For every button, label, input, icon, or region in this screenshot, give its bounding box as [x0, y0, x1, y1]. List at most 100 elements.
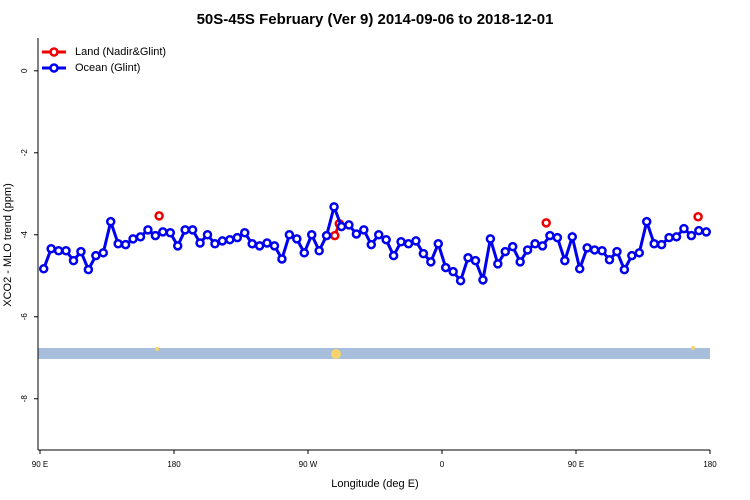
data-point — [582, 243, 592, 253]
data-point — [217, 236, 228, 246]
legend-marker — [49, 63, 59, 73]
data-point — [225, 234, 235, 245]
data-point — [210, 239, 220, 249]
data-point — [330, 230, 340, 241]
data-point — [530, 239, 540, 249]
data-point — [277, 254, 287, 264]
data-point — [284, 230, 295, 240]
data-point — [128, 234, 138, 244]
data-point — [627, 250, 637, 261]
data-point — [574, 264, 585, 274]
data-point — [91, 250, 101, 261]
data-point — [470, 255, 481, 266]
data-point — [336, 221, 347, 232]
data-point — [500, 246, 511, 257]
data-point — [686, 230, 697, 241]
data-point — [388, 250, 399, 261]
data-point — [641, 216, 652, 227]
data-point — [440, 262, 451, 273]
chart-title: 50S-45S February (Ver 9) 2014-09-06 to 2… — [197, 11, 554, 28]
data-point — [344, 220, 354, 230]
data-point — [299, 248, 310, 258]
data-point — [143, 225, 153, 235]
data-point — [671, 232, 682, 242]
x-tick-label: 180 — [703, 460, 717, 469]
data-point — [507, 241, 518, 252]
data-point — [76, 246, 86, 257]
data-point — [373, 230, 384, 240]
x-tick-label: 180 — [167, 460, 181, 469]
data-point — [158, 227, 168, 237]
data-point — [537, 241, 548, 251]
data-point — [359, 225, 369, 235]
legend-label: Ocean (Glint) — [75, 62, 140, 74]
data-point — [53, 246, 64, 256]
y-tick-label: -8 — [20, 395, 29, 403]
data-point — [560, 255, 570, 266]
data-point — [694, 225, 704, 236]
data-point — [567, 232, 578, 242]
data-point — [135, 232, 146, 242]
data-point — [351, 229, 362, 239]
data-point — [455, 275, 466, 286]
data-point — [426, 257, 436, 267]
data-point — [597, 246, 607, 256]
data-point — [180, 225, 190, 235]
data-point — [314, 246, 324, 256]
y-tick-label: -4 — [20, 231, 29, 239]
data-point — [321, 230, 332, 241]
data-point — [541, 218, 551, 228]
data-point — [68, 255, 79, 266]
data-point — [448, 266, 458, 277]
data-point — [83, 264, 94, 275]
x-tick-label: 0 — [440, 460, 445, 469]
data-point — [105, 216, 116, 227]
x-tick-label: 90 E — [568, 460, 584, 469]
data-point — [172, 241, 183, 251]
data-point — [589, 245, 600, 255]
data-point — [202, 230, 213, 240]
data-point — [46, 243, 56, 254]
data-point — [262, 238, 272, 248]
data-point — [38, 264, 49, 274]
x-tick-label: 90 W — [299, 460, 318, 469]
data-point — [98, 248, 109, 258]
y-tick-label: -6 — [20, 313, 29, 321]
x-axis-label: Longitude (deg E) — [331, 478, 418, 490]
data-point — [552, 232, 563, 243]
marker-dot — [155, 347, 159, 351]
data-point — [612, 246, 622, 257]
data-point — [366, 239, 377, 250]
legend-label: Land (Nadir&Glint) — [75, 46, 166, 58]
data-point — [545, 230, 555, 241]
data-point — [165, 227, 176, 238]
data-point — [154, 211, 164, 221]
data-point — [522, 245, 533, 255]
y-tick-label: -2 — [20, 149, 29, 157]
data-point — [232, 232, 243, 243]
data-point — [239, 227, 250, 238]
data-point — [403, 239, 414, 249]
data-point — [604, 255, 615, 265]
coverage-band — [38, 348, 710, 359]
data-point — [254, 241, 265, 251]
data-point — [664, 232, 674, 243]
x-tick-label: 90 E — [32, 460, 48, 469]
data-point — [701, 227, 712, 237]
legend-marker — [49, 47, 59, 57]
data-point — [113, 239, 123, 249]
data-point — [515, 257, 525, 267]
data-point — [306, 230, 317, 240]
data-point — [120, 239, 131, 250]
y-axis-label: XCO2 - MLO trend (ppm) — [2, 183, 14, 306]
data-point — [292, 234, 302, 244]
data-point — [619, 264, 630, 275]
data-point — [329, 202, 339, 212]
data-point — [485, 234, 496, 244]
data-point — [247, 239, 257, 249]
marker-dot — [691, 346, 695, 350]
data-point — [493, 259, 503, 269]
data-point — [195, 238, 205, 248]
data-point — [679, 223, 689, 234]
